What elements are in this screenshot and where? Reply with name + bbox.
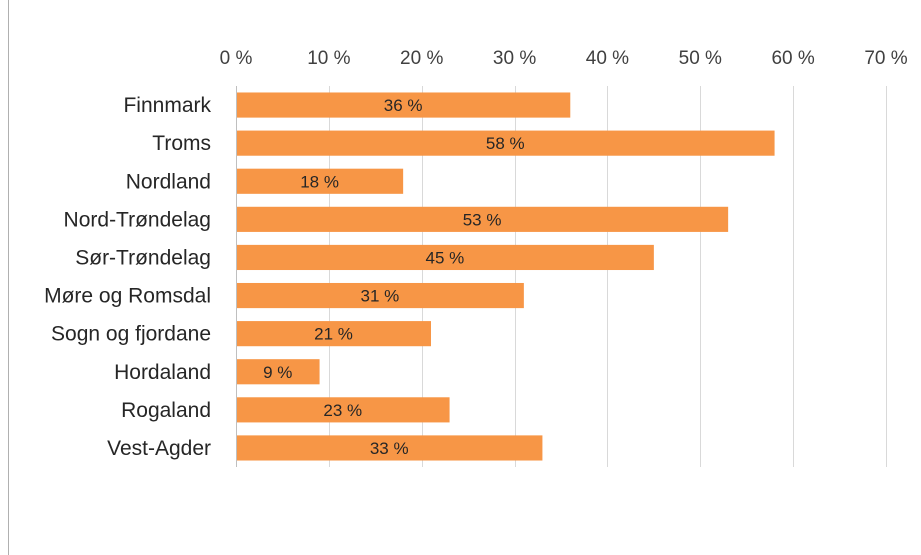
bar (236, 321, 431, 347)
x-tick-label: 30 % (493, 48, 536, 69)
bar (236, 92, 571, 118)
x-tick-label: 70 % (864, 48, 907, 69)
x-tick-label: 10 % (307, 48, 350, 69)
data-label: 21 % (314, 325, 353, 344)
bar (236, 168, 404, 194)
category-label: Finnmark (123, 94, 211, 117)
data-label: 58 % (486, 134, 525, 153)
data-label: 45 % (426, 248, 465, 267)
x-tick-label: 40 % (586, 48, 629, 69)
bars (236, 92, 775, 461)
category-label: Nordland (126, 170, 211, 193)
category-label: Rogaland (121, 399, 211, 422)
category-label: Møre og Romsdal (44, 285, 211, 308)
bar (236, 282, 524, 309)
category-label: Hordaland (114, 361, 211, 384)
category-labels: Finnmark Troms Nordland Nord-Trøndelag Sør-T… (44, 94, 211, 460)
bar (236, 206, 729, 232)
bar (236, 435, 543, 461)
x-tick-label: 60 % (771, 48, 814, 69)
data-label: 23 % (323, 401, 362, 420)
x-axis-tick-labels: 0 % 10 % 20 % 30 % 40 % 50 % 60 % 70 % (220, 48, 908, 69)
bar (236, 359, 320, 385)
category-label: Troms (152, 132, 211, 155)
bar (236, 130, 775, 156)
bar (236, 244, 654, 271)
category-label: Nord-Trøndelag (64, 208, 211, 231)
bar (236, 397, 450, 423)
x-tick-label: 0 % (220, 48, 253, 69)
data-labels: 36 % 58 % 18 % 53 % 45 % 31 % 21 % 9 % 23 % 33 % (263, 96, 525, 458)
data-label: 9 % (263, 363, 292, 382)
data-label: 36 % (384, 96, 423, 115)
category-label: Sogn og fjordane (51, 323, 211, 346)
data-label: 33 % (370, 439, 409, 458)
data-label: 18 % (300, 172, 339, 191)
category-label: Vest-Agder (107, 437, 211, 460)
x-tick-label: 20 % (400, 48, 443, 69)
x-tick-label: 50 % (679, 48, 722, 69)
data-label: 31 % (361, 287, 400, 306)
data-label: 53 % (463, 210, 502, 229)
category-label: Sør-Trøndelag (75, 246, 211, 269)
